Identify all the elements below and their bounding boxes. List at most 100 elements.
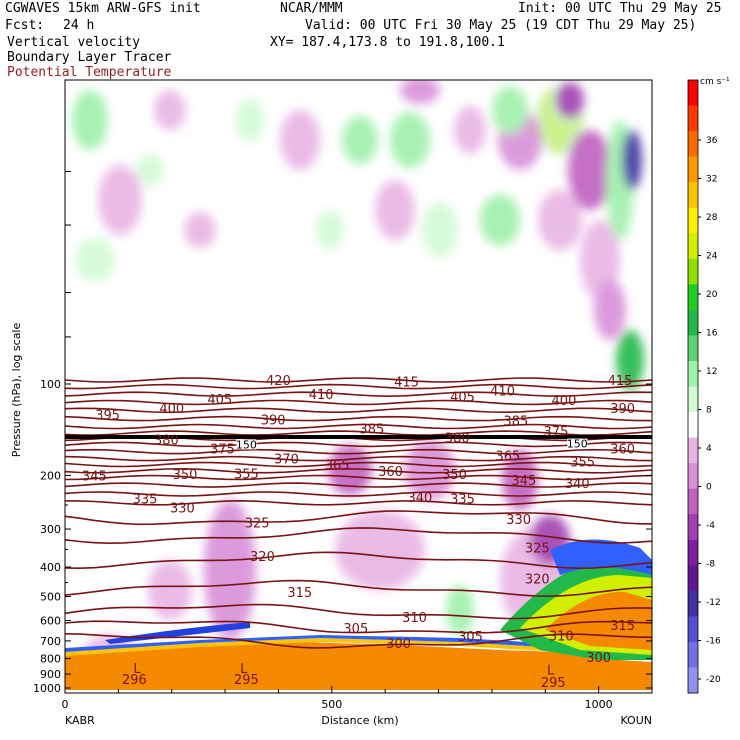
theta-contour-410 xyxy=(65,391,652,398)
x-axis: 0 500 1000 xyxy=(62,686,653,711)
colorbar-swatch xyxy=(688,284,698,311)
contour-label-315: 315 xyxy=(287,586,312,601)
colorbar-swatch xyxy=(688,156,698,183)
theta-contours xyxy=(65,377,652,649)
colorbar-tick-label: -4 xyxy=(706,521,715,531)
contour-label-380: 380 xyxy=(445,432,470,447)
contour-label-340: 340 xyxy=(407,491,432,506)
colorbar-swatch xyxy=(688,590,698,617)
theta-contour-400 xyxy=(65,407,652,414)
fcst-label: Fcst: xyxy=(5,18,45,33)
y-tick-label: 800 xyxy=(40,653,61,666)
x-tick-label: 0 xyxy=(62,698,69,711)
colorbar-swatch xyxy=(688,80,698,107)
contour-label-355: 355 xyxy=(570,456,595,471)
contour-label-400: 400 xyxy=(552,394,577,409)
colorbar-swatch xyxy=(688,360,698,387)
contour-label-330: 330 xyxy=(506,513,531,528)
colorbar-tick-label: 28 xyxy=(706,213,718,223)
colorbar-swatch xyxy=(688,105,698,132)
contour-label-310: 310 xyxy=(402,611,427,626)
colorbar-swatch xyxy=(688,565,698,592)
y-axis-title: Pressure (hPa), log scale xyxy=(10,323,23,458)
field-potential-temperature: Potential Temperature xyxy=(7,65,172,80)
contour-label-325: 325 xyxy=(245,516,270,531)
colorbar-swatch xyxy=(688,539,698,566)
y-tick-label: 900 xyxy=(40,668,61,681)
theta-contour-305 xyxy=(65,620,652,634)
colorbar-swatch xyxy=(688,437,698,464)
tropopause-mark-bg xyxy=(236,439,257,450)
colorbar-tick-label: 4 xyxy=(706,444,712,454)
fcst-value: 24 h xyxy=(63,18,95,33)
contour-label-305: 305 xyxy=(458,630,483,645)
theta-contour-365 xyxy=(65,455,652,462)
contour-label-300: 300 xyxy=(386,637,411,652)
colorbar-swatch xyxy=(688,131,698,158)
theta-contour-395 xyxy=(65,415,652,422)
theta-contour-325 xyxy=(65,527,652,545)
contour-label-345: 345 xyxy=(82,470,107,485)
contour-label-296: 296 xyxy=(122,673,147,688)
y-tick-label: 700 xyxy=(40,635,61,648)
tropopause-mark-bg xyxy=(567,438,588,449)
vertical-velocity-field xyxy=(65,80,652,690)
colorbar-tick-label: -16 xyxy=(706,637,721,647)
colorbar-swatch xyxy=(688,514,698,541)
colorbar-swatch xyxy=(688,641,698,668)
colorbar-swatch xyxy=(688,386,698,413)
theta-contour-370 xyxy=(65,448,652,455)
contour-label-295: 295 xyxy=(541,676,566,691)
contour-label-355: 355 xyxy=(234,468,259,483)
colorbar-tick-label: 8 xyxy=(706,406,712,416)
contour-label-370: 370 xyxy=(274,453,299,468)
x-tick-label: 1000 xyxy=(585,698,613,711)
y-tick-label: 500 xyxy=(40,590,61,603)
theta-contour-375 xyxy=(65,441,652,448)
y-tick-label: 300 xyxy=(40,523,61,536)
theta-contour-350 xyxy=(65,474,652,481)
contour-label-360: 360 xyxy=(610,443,635,458)
colorbar-tick-label: 12 xyxy=(706,367,717,377)
contour-label-385: 385 xyxy=(504,415,529,430)
colorbar-swatch xyxy=(688,233,698,260)
contour-label-350: 350 xyxy=(442,468,467,483)
y-tick-label: 200 xyxy=(40,470,61,483)
tropopause-mark: 150 xyxy=(567,438,588,451)
contour-label-360: 360 xyxy=(378,465,403,480)
contour-label-400: 400 xyxy=(159,402,184,417)
contour-label-320: 320 xyxy=(250,550,275,565)
xy-label: XY= 187.4,173.8 to 191.8,100.1 xyxy=(270,35,505,50)
contour-label-315: 315 xyxy=(610,619,635,634)
colorbar-tick-label: -8 xyxy=(706,560,715,570)
colorbar-swatch xyxy=(688,182,698,209)
contour-label-325: 325 xyxy=(525,541,550,556)
contour-label-320: 320 xyxy=(525,573,550,588)
colorbar-tick-label: 36 xyxy=(706,136,718,146)
contour-label-405: 405 xyxy=(207,393,232,408)
theta-contour-415 xyxy=(65,383,652,390)
contour-label-330: 330 xyxy=(170,502,195,517)
contour-label-390: 390 xyxy=(261,414,286,429)
theta-contour-300 xyxy=(65,633,652,649)
colorbar-swatch xyxy=(688,309,698,336)
y-tick-label: 1000 xyxy=(33,682,61,695)
contour-label-340: 340 xyxy=(565,477,590,492)
x-tick-label: 500 xyxy=(321,698,342,711)
theta-contour-385 xyxy=(65,430,652,436)
contour-label-405: 405 xyxy=(450,391,475,406)
colorbar-unit: cm s⁻¹ xyxy=(700,77,730,87)
colorbar-swatch xyxy=(688,335,698,362)
theta-contour-360 xyxy=(65,461,652,468)
colorbar-swatch xyxy=(688,412,698,439)
theta-contour-355 xyxy=(65,467,652,474)
colorbar: 36 32 28 24 20 16 12 8 4 0 -4 -8 -12 -16 -20 xyxy=(687,79,721,694)
low-marker: L xyxy=(240,662,248,677)
colorbar-swatch xyxy=(688,207,698,234)
contour-label-345: 345 xyxy=(512,474,537,489)
right-station: KOUN xyxy=(620,714,652,727)
colorbar-swatch xyxy=(688,258,698,285)
colorbar-frame xyxy=(687,79,699,694)
contour-label-375: 375 xyxy=(544,425,569,440)
